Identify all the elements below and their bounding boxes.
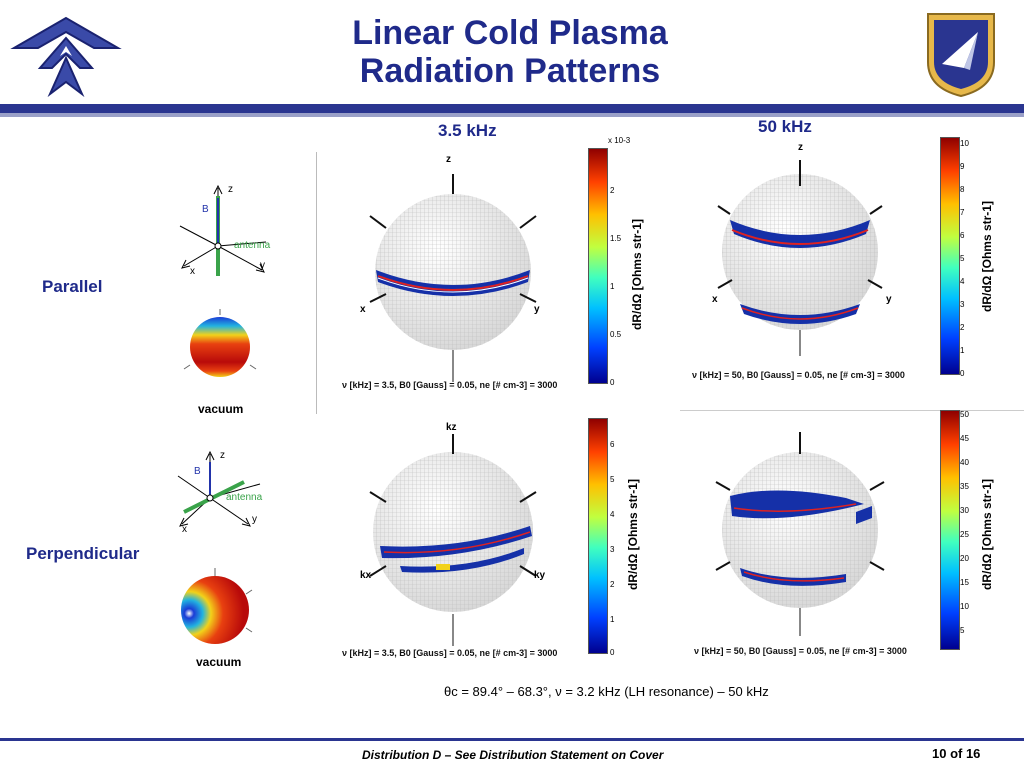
freq-label-low: 3.5 kHz [438, 121, 497, 140]
slide-title: Linear Cold Plasma Radiation Patterns [250, 14, 770, 90]
colorbar2-tick: 4 [960, 277, 965, 286]
colorbar2-label: dR/dΩ [Ohms str-1] [980, 201, 994, 312]
row-label-perpendicular: Perpendicular [26, 544, 140, 563]
plot-parallel-50khz: z x y [706, 140, 906, 360]
plot1-axis-z: z [446, 154, 451, 165]
freq-label-high: 50 kHz [758, 117, 812, 136]
colorbar3-ticks: 6 5 4 3 2 1 0 [610, 418, 626, 658]
colorbar2-tick: 2 [960, 323, 965, 332]
divider-vertical [316, 152, 317, 414]
colorbar2-tick: 7 [960, 208, 965, 217]
colorbar4-tick: 50 [960, 410, 969, 419]
parallel-z-label: z [228, 184, 233, 195]
colorbar1-tick: 0.5 [610, 330, 622, 339]
colorbar-4 [940, 410, 960, 650]
plot1-axis-y: y [534, 304, 540, 315]
colorbar1-tick: 0 [610, 378, 615, 387]
colorbar4-tick: 10 [960, 602, 969, 611]
parallel-vacuum-label: vacuum [198, 402, 244, 416]
colorbar3-tick: 1 [610, 615, 615, 624]
plot1-caption: ν [kHz] = 3.5, B0 [Gauss] = 0.05, ne [# … [342, 380, 558, 390]
colorbar4-tick: 15 [960, 578, 969, 587]
colorbar2-tick: 5 [960, 254, 965, 263]
parallel-axes-diagram: z B antenna x y [170, 180, 280, 280]
header-bar [0, 104, 1024, 113]
colorbar1-tick: 2 [610, 186, 615, 195]
afrl-seal [920, 10, 1002, 98]
colorbar-1 [588, 148, 608, 384]
parallel-b-label: B [202, 204, 209, 215]
colorbar1-label: dR/dΩ [Ohms str-1] [630, 219, 644, 330]
colorbar2-tick: 0 [960, 369, 965, 378]
perpendicular-vacuum-label: vacuum [196, 655, 242, 669]
colorbar1-tick: 1 [610, 282, 615, 291]
plot-perpendicular-3-5khz: kz kx ky [340, 420, 570, 648]
colorbar4-tick: 35 [960, 482, 969, 491]
plot3-axis-kz: kz [446, 422, 457, 433]
row-label-parallel: Parallel [42, 277, 103, 296]
colorbar3-tick: 6 [610, 440, 615, 449]
colorbar3-tick: 4 [610, 510, 615, 519]
parallel-y-label: y [260, 260, 265, 271]
plot-perpendicular-50khz [706, 420, 906, 640]
page-number: 10 of 16 [932, 746, 981, 761]
colorbar1-ticks: 2 1.5 1 0.5 0 [610, 148, 630, 387]
colorbar2-tick: 9 [960, 162, 965, 171]
colorbar3-tick: 5 [610, 475, 615, 484]
perpendicular-x-label: x [182, 524, 187, 535]
perpendicular-vacuum-sphere [170, 566, 260, 654]
colorbar-3 [588, 418, 608, 654]
perpendicular-y-label: y [252, 514, 257, 525]
resonance-note: θc = 89.4° – 68.3°, ν = 3.2 kHz (LH reso… [444, 684, 769, 699]
colorbar2-tick: 1 [960, 346, 965, 355]
colorbar4-tick: 5 [960, 626, 965, 635]
colorbar4-ticks: 50 45 40 35 30 25 20 15 10 5 [960, 410, 978, 650]
plot2-caption: ν [kHz] = 50, B0 [Gauss] = 0.05, ne [# c… [692, 370, 905, 380]
colorbar-2 [940, 137, 960, 375]
colorbar3-tick: 3 [610, 545, 615, 554]
colorbar3-tick: 0 [610, 648, 615, 657]
parallel-antenna-label: antenna [234, 240, 271, 251]
colorbar4-tick: 30 [960, 506, 969, 515]
plot1-axis-x: x [360, 304, 366, 315]
colorbar4-label: dR/dΩ [Ohms str-1] [980, 479, 994, 590]
divider-horizontal [680, 410, 1024, 411]
plot2-axis-x: x [712, 294, 718, 305]
plot4-caption: ν [kHz] = 50, B0 [Gauss] = 0.05, ne [# c… [694, 646, 907, 656]
parallel-vacuum-sphere [180, 305, 260, 385]
colorbar2-ticks: 10 9 8 7 6 5 4 3 2 1 0 [960, 137, 976, 378]
plot3-axis-ky: ky [534, 570, 546, 581]
colorbar4-tick: 25 [960, 530, 969, 539]
perpendicular-z-label: z [220, 450, 225, 461]
colorbar2-tick: 10 [960, 139, 969, 148]
colorbar2-tick: 6 [960, 231, 965, 240]
plot2-axis-y: y [886, 294, 892, 305]
perpendicular-antenna-label: antenna [226, 492, 263, 503]
colorbar1-tick: 1.5 [610, 234, 622, 243]
perpendicular-b-label: B [194, 466, 201, 477]
colorbar2-tick: 8 [960, 185, 965, 194]
plot2-axis-z: z [798, 142, 803, 153]
plot3-axis-kx: kx [360, 570, 372, 581]
title-line-1: Linear Cold Plasma [352, 14, 668, 52]
colorbar4-tick: 40 [960, 458, 969, 467]
header-bar-accent [0, 113, 1024, 117]
colorbar1-exponent: x 10-3 [608, 136, 631, 145]
distribution-statement: Distribution D – See Distribution Statem… [362, 748, 664, 762]
footer-bar [0, 738, 1024, 741]
perpendicular-axes-diagram: z B antenna x y [170, 448, 280, 538]
colorbar2-tick: 3 [960, 300, 965, 309]
colorbar4-tick: 20 [960, 554, 969, 563]
plot3-caption: ν [kHz] = 3.5, B0 [Gauss] = 0.05, ne [# … [342, 648, 558, 658]
colorbar3-tick: 2 [610, 580, 615, 589]
colorbar3-label: dR/dΩ [Ohms str-1] [626, 479, 640, 590]
colorbar4-tick: 45 [960, 434, 969, 443]
plot-parallel-3-5khz: z x y [340, 152, 570, 390]
title-line-2: Radiation Patterns [359, 52, 661, 90]
parallel-x-label: x [190, 266, 195, 277]
usaf-logo [10, 8, 122, 100]
